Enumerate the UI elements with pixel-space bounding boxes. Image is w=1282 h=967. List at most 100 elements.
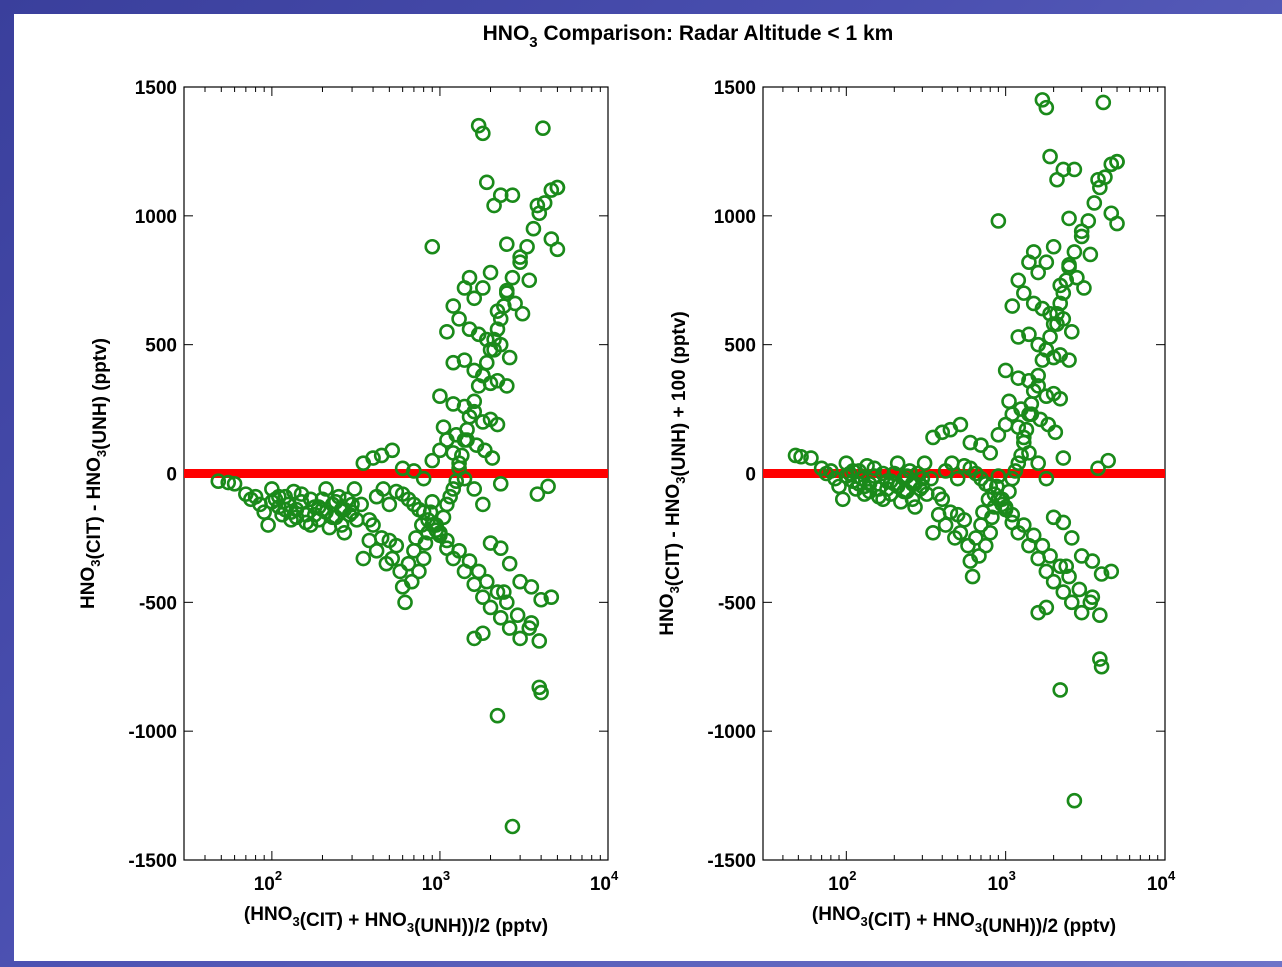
y-tick-label: 1500 <box>714 78 756 99</box>
y-tick-label: 0 <box>745 465 756 486</box>
data-point <box>930 486 947 502</box>
data-point <box>1055 311 1072 327</box>
data-point <box>1045 238 1062 255</box>
data-point <box>499 282 515 299</box>
x-tick-label: 103 <box>422 868 450 895</box>
data-point <box>1004 298 1021 314</box>
data-point <box>1090 171 1106 188</box>
data-point <box>478 331 495 348</box>
data-point <box>504 269 521 286</box>
data-point <box>968 530 984 546</box>
data-point <box>1030 604 1046 621</box>
data-point <box>871 488 887 505</box>
chart-title: HNO3 Comparison: Radar Altitude < 1 km <box>483 22 894 51</box>
data-point <box>551 14 564 21</box>
data-point <box>1052 295 1069 312</box>
data-point <box>1038 254 1055 271</box>
data-point <box>1030 455 1046 471</box>
data-point <box>424 238 441 255</box>
data-point <box>456 470 473 487</box>
data-point <box>499 378 515 394</box>
data-point <box>260 517 276 533</box>
data-point <box>489 321 506 338</box>
data-point <box>521 272 538 289</box>
data-point <box>442 488 458 505</box>
data-point <box>960 537 976 554</box>
data-point <box>533 591 549 608</box>
data-point <box>478 174 495 191</box>
data-point <box>298 514 314 531</box>
data-point <box>432 388 448 405</box>
data-point <box>285 483 302 500</box>
data-point <box>1016 429 1032 446</box>
data-point <box>470 117 487 134</box>
data-point <box>1109 153 1125 170</box>
data-point <box>445 550 462 567</box>
data-point <box>466 576 483 593</box>
data-point <box>456 563 473 580</box>
data-point <box>916 455 933 471</box>
data-point <box>1038 99 1055 116</box>
y-tick-label: 500 <box>145 336 177 357</box>
y-tick-label: 1500 <box>135 78 177 99</box>
data-point <box>536 195 553 211</box>
data-point <box>984 509 1000 526</box>
data-point <box>889 455 906 471</box>
x-tick-label: 104 <box>1147 868 1176 895</box>
data-point <box>1052 558 1069 575</box>
data-point <box>489 416 506 433</box>
data-point <box>982 524 999 541</box>
x-tick-label: 103 <box>987 868 1015 895</box>
data-point <box>454 447 470 464</box>
data-point <box>466 403 483 420</box>
data-point <box>451 311 467 327</box>
data-point <box>997 501 1014 518</box>
data-point <box>1042 148 1058 165</box>
data-point <box>982 445 999 461</box>
data-point <box>1066 244 1083 260</box>
data-point <box>501 555 518 572</box>
data-point <box>856 478 873 495</box>
data-point <box>1071 581 1088 598</box>
data-point <box>1052 682 1069 698</box>
data-point <box>381 496 398 513</box>
y-tick-label: -1000 <box>707 722 756 743</box>
data-point <box>823 463 839 479</box>
data-point <box>1066 792 1083 809</box>
data-point <box>1004 406 1021 423</box>
data-point <box>1010 329 1027 345</box>
data-point <box>904 491 921 508</box>
y-tick-label: -1500 <box>707 851 756 872</box>
data-point <box>914 478 931 495</box>
data-point <box>226 476 243 492</box>
data-point <box>803 450 819 466</box>
x-tick-label: 104 <box>590 868 619 895</box>
title-sub: 3 <box>529 34 537 51</box>
data-point <box>1093 566 1110 582</box>
data-point <box>445 481 462 497</box>
data-point <box>1061 568 1077 585</box>
data-point <box>845 463 861 479</box>
data-point <box>210 473 227 490</box>
data-point <box>439 496 455 513</box>
data-point <box>415 504 432 520</box>
y-tick-label: 500 <box>724 336 756 357</box>
data-point <box>384 442 401 459</box>
data-point <box>333 517 350 533</box>
data-point <box>990 213 1007 229</box>
data-point <box>1063 594 1080 611</box>
data-point <box>456 352 473 368</box>
data-point <box>415 550 432 567</box>
data-point <box>368 542 385 559</box>
data-point <box>403 573 420 590</box>
data-point <box>535 120 551 137</box>
data-point <box>925 524 941 541</box>
data-point <box>973 470 989 487</box>
data-point <box>1061 256 1077 273</box>
data-point <box>997 362 1014 379</box>
data-point <box>1038 388 1055 405</box>
data-point <box>1066 161 1083 178</box>
data-point <box>1007 463 1024 479</box>
data-point <box>424 517 441 533</box>
data-point <box>361 512 378 528</box>
